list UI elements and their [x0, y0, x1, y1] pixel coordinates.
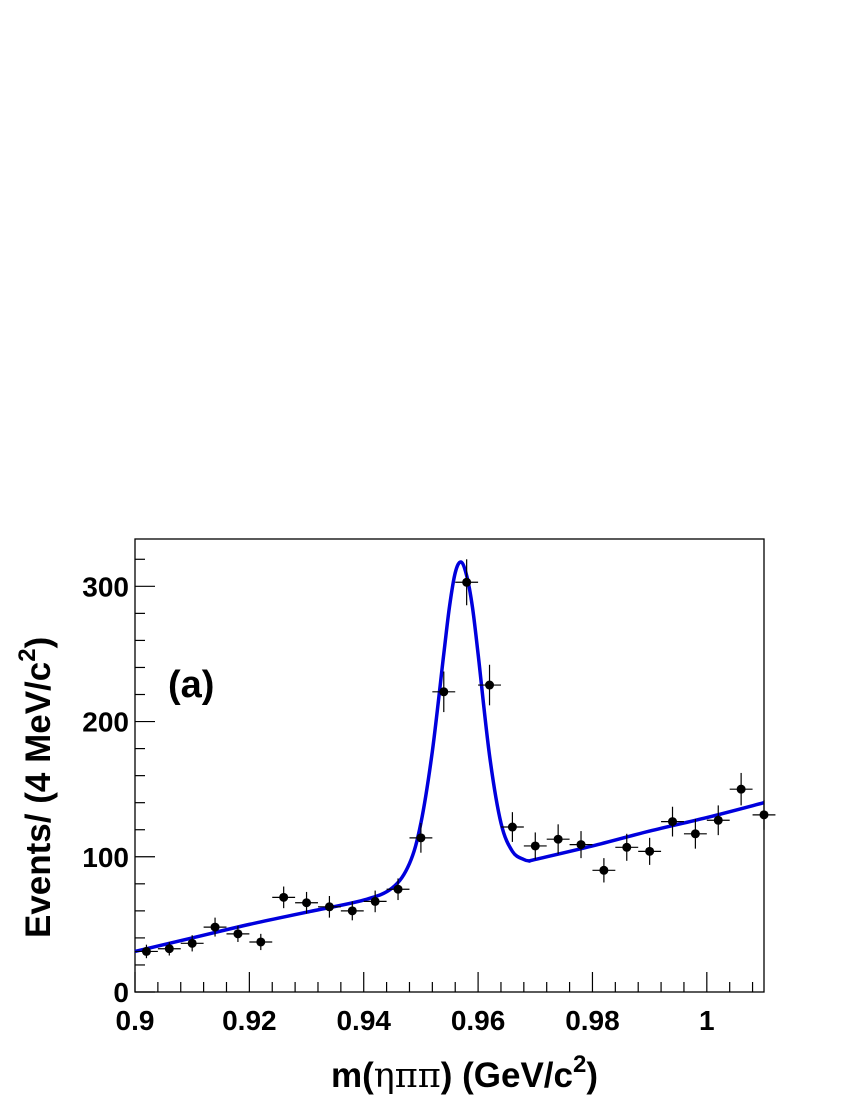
- data-point: [683, 818, 707, 849]
- x-tick-label: 1: [699, 1005, 715, 1036]
- axis-ticks: [134, 558, 754, 993]
- data-marker: [141, 946, 151, 956]
- data-marker: [279, 892, 289, 902]
- data-point: [523, 832, 547, 860]
- plot-frame: [134, 538, 765, 993]
- data-point: [272, 886, 296, 909]
- data-point: [706, 805, 730, 836]
- data-layer: [135, 559, 776, 959]
- data-point: [729, 772, 753, 806]
- data-marker: [713, 815, 723, 825]
- fit-curve: [134, 560, 765, 954]
- data-marker: [507, 822, 517, 832]
- x-tick-label: 0.94: [336, 1005, 391, 1036]
- data-marker: [347, 906, 357, 916]
- data-marker: [302, 898, 312, 908]
- data-marker: [324, 902, 334, 912]
- data-point: [546, 824, 570, 855]
- data-point: [295, 891, 318, 914]
- y-tick-label: 200: [82, 707, 129, 738]
- data-point: [135, 944, 158, 959]
- data-point: [638, 837, 662, 865]
- x-tick-label: 0.98: [565, 1005, 620, 1036]
- data-point: [317, 895, 341, 918]
- data-marker: [553, 834, 563, 844]
- data-point: [157, 941, 181, 956]
- data-point: [455, 559, 479, 606]
- data-point: [180, 935, 204, 952]
- y-tick-label: 100: [82, 842, 129, 873]
- data-marker: [462, 577, 472, 587]
- data-marker: [759, 810, 769, 820]
- data-point: [661, 806, 684, 837]
- data-marker: [668, 817, 678, 827]
- data-point: [592, 858, 616, 883]
- data-point: [409, 822, 433, 853]
- y-tick-label: 0: [113, 977, 129, 1008]
- data-marker: [187, 938, 197, 948]
- data-marker: [393, 884, 403, 894]
- panel-label: (a): [168, 664, 214, 706]
- data-point: [340, 901, 364, 921]
- data-marker: [416, 833, 426, 843]
- x-tick-label: 0.9: [116, 1005, 155, 1036]
- data-point: [226, 925, 250, 942]
- data-point: [363, 890, 387, 913]
- x-tick-label: 0.96: [451, 1005, 506, 1036]
- data-point: [432, 671, 456, 713]
- data-marker: [645, 846, 655, 856]
- data-marker: [599, 865, 609, 875]
- x-tick-label: 0.92: [222, 1005, 277, 1036]
- data-point: [500, 812, 524, 842]
- data-point: [752, 799, 776, 830]
- data-point: [569, 831, 593, 859]
- data-marker: [530, 841, 540, 851]
- data-marker: [164, 944, 174, 954]
- data-marker: [439, 687, 449, 697]
- data-marker: [622, 842, 632, 852]
- data-point: [615, 833, 639, 861]
- y-tick-label: 300: [82, 571, 129, 602]
- x-axis-label: m(ηππ) (GeV/c2): [331, 1051, 598, 1096]
- data-marker: [370, 896, 380, 906]
- data-marker: [736, 784, 746, 794]
- data-marker: [690, 829, 700, 839]
- data-marker: [256, 937, 266, 947]
- data-point: [249, 933, 273, 951]
- y-axis-label: Events/ (4 MeV/c2): [14, 637, 58, 938]
- data-point: [203, 917, 227, 937]
- data-marker: [576, 840, 586, 850]
- data-marker: [233, 929, 243, 939]
- data-point: [478, 664, 501, 706]
- data-marker: [210, 922, 220, 932]
- data-point: [386, 878, 410, 901]
- data-marker: [485, 680, 495, 690]
- tick-labels: 0.9 0.92 0.94 0.96 0.98 1 0 100 200 300: [82, 571, 714, 1036]
- fit-layer: [134, 560, 765, 954]
